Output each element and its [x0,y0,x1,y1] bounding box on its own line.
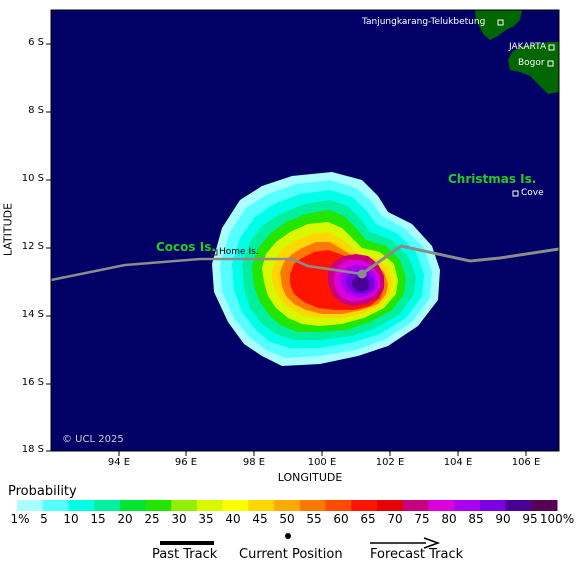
x-axis-title: LONGITUDE [277,471,343,484]
legend-tick-label: 80 [441,512,457,526]
legend-tick-label: 30 [171,512,187,526]
lon-tick-label: 100 E [307,457,337,468]
legend-swatch [119,500,147,511]
home-island-label: Home Is. [219,247,259,257]
jakarta-label: JAKARTA [509,42,547,52]
lat-tick-label: 12 S [21,241,44,252]
legend-tick-label: 45 [252,512,268,526]
lon-tick-label: 96 E [174,457,198,468]
legend-swatch [428,500,455,511]
christmas-island-label: Christmas Is. [448,172,537,186]
copyright-credit: © UCL 2025 [62,434,124,445]
legend-swatch [299,500,327,511]
lat-tick-label: 10 S [21,173,44,184]
forecast-arrow-head [423,537,441,549]
legend-swatch [402,500,429,511]
legend-swatch [197,500,224,511]
lat-tick-label: 8 S [28,105,44,116]
legend-tick-label: 15 [90,512,106,526]
legend-tick-label: 70 [387,512,403,526]
lon-tick-label: 104 E [443,457,473,468]
past-track-line [51,257,363,282]
lat-tick-label: 14 S [21,309,44,320]
current-position-symbol [285,533,291,539]
legend-tick-label: 60 [333,512,349,526]
legend-swatch [531,500,558,511]
legend-swatch [479,500,507,511]
legend-swatch [171,500,198,511]
bogor-label: Bogor [518,58,545,68]
legend-color-bar [17,500,558,511]
lat-tick-label: 18 S [21,444,44,455]
legend-swatch [17,500,44,511]
home-island-marker [211,249,218,256]
legend-tick-label: 90 [495,512,511,526]
legend-swatch [274,500,301,511]
y-axis-title: LATITUDE [1,202,15,257]
tanjung-marker [497,19,504,26]
legend-swatch [42,500,69,511]
legend-swatch [505,500,532,511]
lat-tick-label: 16 S [21,377,44,388]
legend-swatch [68,500,95,511]
legend-tick-label: 65 [360,512,376,526]
legend-tick-label: 40 [225,512,241,526]
plot-frame [50,9,560,452]
lon-tick-label: 98 E [242,457,266,468]
legend-swatch [248,500,275,511]
lon-tick-label: 102 E [375,457,405,468]
legend-title: Probability [8,484,77,499]
legend-swatch [377,500,404,511]
legend-tick-label: 10 [63,512,79,526]
current-position-marker [357,269,367,279]
longitude-ticks [118,451,527,456]
legend-tick-label: 95 [522,512,538,526]
legend-swatch [454,500,481,511]
past-track-label: Past Track [152,547,218,562]
legend-swatch [94,500,121,511]
legend-swatch [325,500,352,511]
legend-swatch [222,500,249,511]
cove-label: Cove [521,188,544,198]
legend-tick-label: 100% [539,512,575,526]
current-position-label: Current Position [239,547,343,562]
legend-tick-label: 1% [10,512,30,526]
legend-tick-label: 5 [40,512,48,526]
jakarta-marker [548,44,555,51]
latitude-ticks [46,43,51,452]
legend-swatch [351,500,378,511]
legend-tick-label: 50 [279,512,295,526]
probability-swath [212,172,440,366]
java-land [508,42,559,94]
lon-tick-label: 94 E [107,457,131,468]
legend-tick-label: 75 [414,512,430,526]
legend-tick-label: 85 [468,512,484,526]
lon-tick-label: 106 E [511,457,541,468]
legend-tick-label: 35 [198,512,214,526]
legend-tick-label: 55 [306,512,322,526]
lat-tick-label: 6 S [28,37,44,48]
legend-tick-label: 20 [117,512,133,526]
cocos-islands-label: Cocos Is. [156,240,216,254]
legend-swatch [145,500,172,511]
forecast-track-line [361,244,559,276]
swath-95pct [352,276,370,292]
tanjung-label: Tanjungkarang-Telukbetung [362,17,486,27]
forecast-track-label: Forecast Track [370,547,464,562]
bogor-marker [547,60,554,67]
legend-tick-label: 25 [144,512,160,526]
cove-marker [512,190,519,197]
